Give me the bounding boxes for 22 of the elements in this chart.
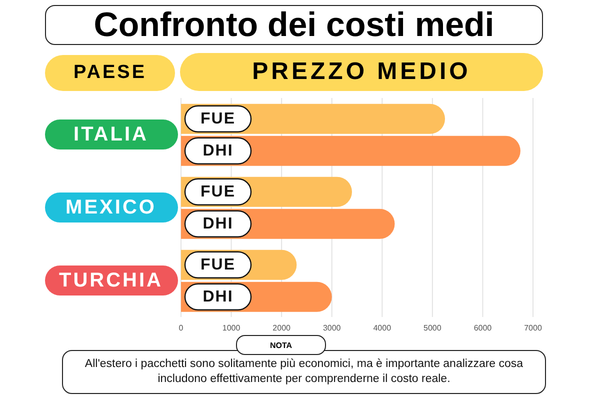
text: DHI: [202, 215, 234, 232]
chart-title: Confronto dei costi medi: [45, 5, 543, 45]
x-tick-label: 5000: [424, 324, 442, 333]
x-tick-label: 0: [178, 324, 184, 333]
series-label: FUE: [200, 256, 236, 274]
text: DHI: [202, 288, 234, 306]
y-tick-label: MEXICO: [66, 196, 156, 218]
x-tick-label: 2000: [272, 324, 292, 333]
series-label: DHI: [202, 142, 234, 160]
x-tick-label: 4000: [373, 324, 392, 333]
x-tick-label: 6000: [474, 324, 492, 333]
x-tick-label: 3000: [322, 324, 342, 333]
text: All'estero i pacchetti sono solitamente più economici, ma è importante analizzare cosa includono effettivamente per comprenderne il costo reale.: [84, 357, 524, 387]
x-tick-label: 7000: [524, 324, 542, 333]
text: FUE: [200, 183, 236, 200]
x-axis-title: PREZZO MEDIO: [180, 53, 543, 91]
y-tick-label: ITALIA: [74, 124, 148, 146]
text: NOTA: [236, 335, 326, 355]
y-tick-label: TURCHIA: [59, 270, 163, 292]
text: FUE: [200, 110, 236, 128]
y-axis-title: PAESE: [45, 55, 175, 91]
x-tick-label: 1000: [222, 324, 241, 333]
